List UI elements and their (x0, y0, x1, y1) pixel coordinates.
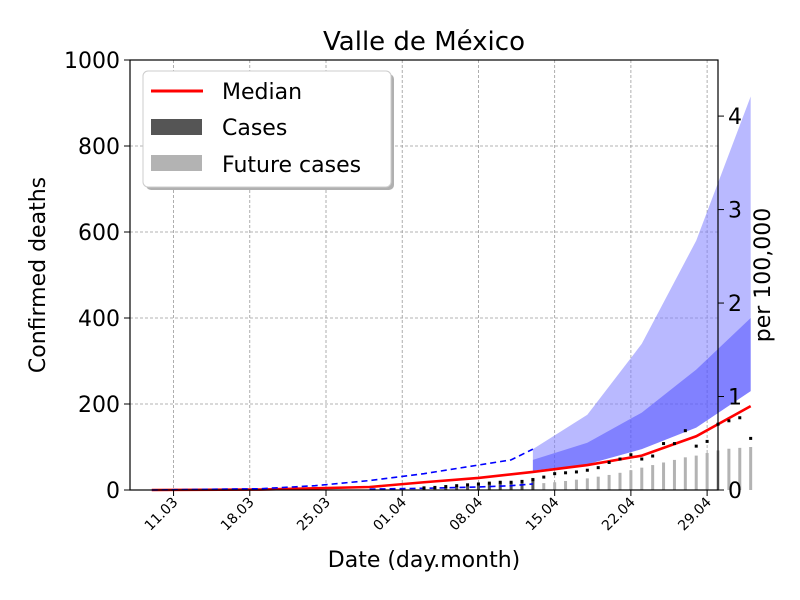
data-point (727, 419, 731, 423)
bar-future-cases (694, 455, 698, 490)
y2-tick-label: 0 (728, 479, 742, 504)
bar-future-cases (542, 483, 546, 490)
bar-cases (531, 477, 535, 490)
bar-future-cases (564, 480, 568, 490)
bar-future-cases (607, 474, 611, 490)
y-axis-left: 0 200 400 600 800 1000 (64, 49, 130, 504)
data-point (672, 442, 676, 446)
series-lines (151, 405, 752, 492)
series-line-median (151, 405, 752, 492)
data-point (433, 485, 437, 489)
y-tick-label: 200 (78, 393, 120, 418)
data-point (585, 468, 589, 472)
bar-cases (476, 484, 480, 490)
y-axis-right: 0 1 2 3 4 (718, 105, 742, 504)
legend-cases-swatch (151, 119, 202, 135)
y2-tick-label: 2 (728, 292, 742, 317)
data-point (683, 429, 687, 433)
data-point (607, 460, 611, 464)
y2-tick-label: 3 (728, 199, 742, 224)
bar-future-cases (651, 465, 655, 490)
y-axis-label: Confirmed deaths (26, 177, 51, 373)
band-95-interval (532, 96, 751, 471)
bar-future-cases (629, 470, 633, 490)
data-point (422, 486, 426, 490)
bar-cases (455, 486, 459, 490)
data-point (640, 457, 644, 461)
y-tick-label: 800 (78, 135, 120, 160)
chart-title: Valle de México (323, 27, 525, 57)
y-tick-label: 0 (106, 479, 120, 504)
bar-cases (444, 486, 448, 490)
bar-future-cases (749, 447, 753, 490)
data-point (618, 457, 622, 461)
bar-cases (466, 485, 470, 490)
data-point (651, 454, 655, 458)
y2-axis-label: per 100,000 (751, 208, 776, 343)
legend: Median Cases Future cases (142, 70, 394, 190)
data-point (749, 436, 753, 440)
data-point (542, 475, 546, 479)
bar-future-cases (640, 467, 644, 490)
data-point (476, 482, 480, 486)
data-point (509, 480, 513, 484)
legend-box (142, 70, 392, 188)
legend-future-cases-label: Future cases (222, 153, 361, 178)
confidence-bands (532, 96, 751, 471)
y-tick-label: 600 (78, 221, 120, 246)
data-point (738, 416, 742, 420)
data-point (466, 483, 470, 487)
data-point (629, 453, 633, 457)
bar-future-cases (618, 472, 622, 490)
bar-future-cases (574, 479, 578, 490)
legend-cases-label: Cases (222, 116, 287, 141)
data-point (596, 466, 600, 470)
bar-future-cases (553, 482, 557, 490)
y-tick-label: 400 (78, 307, 120, 332)
band-50-interval (532, 318, 751, 471)
data-point (553, 472, 557, 476)
series-line-fit-past- (151, 448, 534, 491)
data-point (705, 439, 709, 443)
bar-future-cases (738, 447, 742, 490)
data-point (520, 479, 524, 483)
bar-cases (433, 487, 437, 490)
data-point (444, 485, 448, 489)
y2-tick-label: 1 (728, 386, 742, 411)
bar-future-cases (596, 476, 600, 490)
y-tick-label: 1000 (64, 49, 120, 74)
bar-future-cases (727, 448, 731, 490)
data-point (455, 484, 459, 488)
legend-median-label: Median (222, 80, 302, 105)
bar-cases (487, 483, 491, 490)
legend-future-cases-swatch (151, 155, 202, 171)
bar-future-cases (705, 453, 709, 490)
bar-future-cases (683, 457, 687, 490)
bar-future-cases (662, 462, 666, 490)
bar-future-cases (672, 459, 676, 490)
data-point (487, 481, 491, 485)
data-point (498, 480, 502, 484)
x-axis-label: Date (day.month) (328, 548, 520, 573)
y2-tick-label: 4 (728, 105, 742, 130)
plot-frame (129, 59, 719, 491)
data-point (574, 470, 578, 474)
data-point (662, 442, 666, 446)
data-point (694, 444, 698, 448)
bar-future-cases (585, 478, 589, 490)
data-point (531, 478, 535, 482)
data-point (564, 471, 568, 475)
